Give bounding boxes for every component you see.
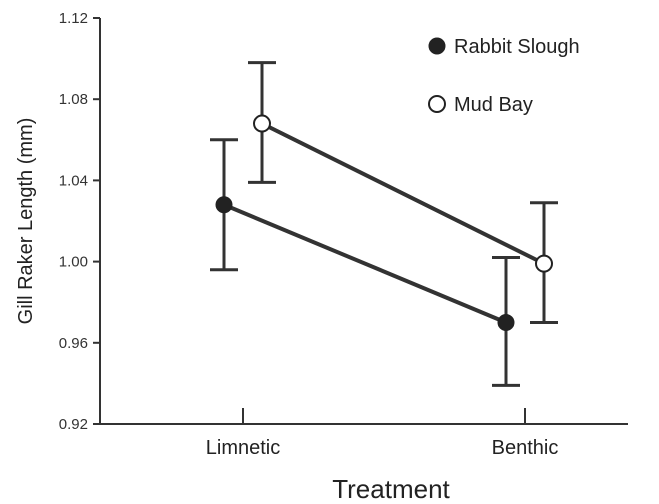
series-line — [223, 202, 507, 325]
data-point — [535, 254, 553, 273]
y-tick-label: 1.00 — [59, 254, 88, 271]
y-tick-label: 0.96 — [59, 335, 88, 352]
data-point — [215, 196, 233, 214]
data-point — [253, 114, 271, 133]
data-point — [497, 314, 515, 331]
y-tick-label: 1.12 — [59, 10, 88, 27]
series-line — [261, 121, 545, 266]
y-ticks: 0.92 0.96 1.00 1.04 1.08 1.12 — [59, 10, 100, 433]
x-axis-title: Treatment — [332, 474, 450, 504]
series-group — [210, 61, 558, 387]
y-tick-label: 0.92 — [59, 416, 88, 433]
legend-label: Mud Bay — [454, 94, 533, 116]
axes — [99, 18, 628, 425]
legend: Rabbit Slough Mud Bay — [428, 36, 580, 116]
y-axis-title: Gill Raker Length (mm) — [15, 118, 37, 325]
legend-label: Rabbit Slough — [454, 36, 580, 58]
legend-marker — [428, 95, 446, 113]
y-tick-label: 1.08 — [59, 91, 88, 108]
series-rabbit-slough — [210, 138, 520, 387]
legend-marker — [428, 37, 446, 55]
x-tick-label: Benthic — [492, 437, 559, 459]
x-ticks: Limnetic Benthic — [206, 408, 559, 459]
x-tick-label: Limnetic — [206, 437, 280, 459]
y-tick-label: 1.04 — [59, 172, 88, 189]
series-mud-bay — [248, 61, 558, 324]
